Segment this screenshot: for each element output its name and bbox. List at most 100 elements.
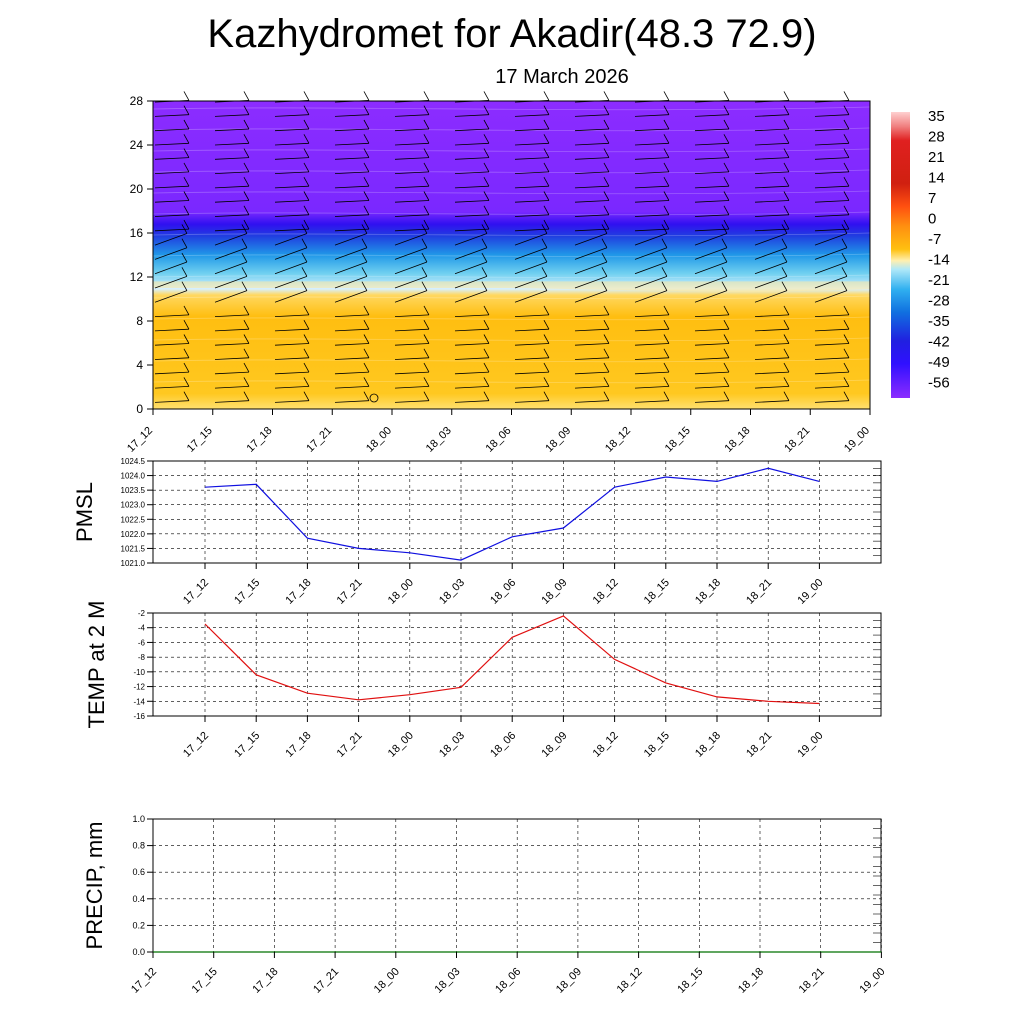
wind-barb-flag bbox=[423, 348, 430, 358]
wind-barb bbox=[574, 228, 609, 232]
wind-barb-flag bbox=[483, 320, 490, 330]
wind-barb-flag bbox=[183, 91, 190, 101]
wind-barb-flag bbox=[303, 134, 310, 144]
wind-barb bbox=[814, 114, 849, 117]
wind-barb-flag bbox=[541, 252, 548, 263]
wind-barb-flag bbox=[603, 105, 610, 115]
wind-barb bbox=[514, 114, 549, 117]
wind-barb-flag bbox=[363, 391, 370, 401]
wind-barb bbox=[394, 343, 429, 346]
wind-barb-flag bbox=[301, 252, 308, 263]
x-tick-label: 18_12 bbox=[591, 730, 621, 760]
x-tick-label: 19_00 bbox=[795, 730, 825, 760]
wind-barb-flag bbox=[303, 177, 310, 187]
wind-barb-flag bbox=[303, 391, 310, 401]
wind-barb-flag bbox=[183, 320, 190, 330]
wind-barb bbox=[814, 400, 849, 403]
x-tick-label: 18_21 bbox=[744, 577, 774, 607]
wind-barb-flag bbox=[721, 281, 728, 291]
wind-barb-flag bbox=[543, 191, 550, 201]
wind-barb-flag bbox=[723, 305, 730, 316]
x-tick-label: 17_12 bbox=[181, 730, 211, 760]
wind-barb bbox=[694, 228, 729, 232]
wind-barb bbox=[754, 114, 789, 117]
wind-barb bbox=[394, 328, 429, 332]
y-tick-label: 4 bbox=[136, 358, 143, 372]
wind-barb bbox=[754, 371, 789, 375]
y-tick-label: -10 bbox=[133, 668, 145, 677]
wind-barb-flag bbox=[483, 348, 490, 358]
wind-barb bbox=[334, 228, 369, 232]
calm-wind-marker bbox=[369, 393, 379, 403]
wind-barb bbox=[394, 200, 429, 203]
wind-barb bbox=[634, 386, 669, 389]
wind-barb bbox=[814, 275, 848, 289]
wind-barb-flag bbox=[303, 219, 310, 230]
wind-barb bbox=[814, 371, 849, 375]
colorbar-label: -7 bbox=[928, 231, 941, 248]
wind-barb-flag bbox=[303, 362, 310, 373]
wind-barb bbox=[214, 400, 249, 403]
wind-barb bbox=[514, 328, 549, 332]
wind-barb bbox=[154, 400, 189, 403]
wind-barb bbox=[514, 371, 549, 375]
wind-barb bbox=[694, 200, 729, 203]
wind-barb-flag bbox=[363, 119, 370, 130]
wind-barb-flag bbox=[243, 348, 250, 358]
wind-barb-flag bbox=[483, 205, 490, 215]
wind-barb-flag bbox=[843, 348, 850, 358]
wind-barb bbox=[574, 275, 608, 289]
wind-barb bbox=[514, 386, 549, 389]
x-tick-label: 17_12 bbox=[181, 577, 211, 607]
wind-barb-flag bbox=[603, 391, 610, 401]
wind-barb bbox=[514, 200, 549, 203]
wind-barb-flag bbox=[783, 377, 790, 387]
y-tick-label: 0 bbox=[136, 402, 143, 416]
wind-barb bbox=[154, 290, 188, 303]
x-tick-label: 17_18 bbox=[283, 577, 313, 607]
wind-barb bbox=[154, 185, 189, 189]
wind-barb bbox=[814, 128, 849, 132]
wind-barb-flag bbox=[843, 305, 850, 316]
wind-barb-flag bbox=[423, 205, 430, 215]
wind-barb-flag bbox=[243, 177, 250, 187]
wind-barb bbox=[814, 214, 849, 217]
wind-barb-flag bbox=[363, 334, 370, 344]
wind-barb bbox=[634, 200, 669, 203]
wind-barb bbox=[754, 200, 789, 203]
wind-barb-flag bbox=[663, 377, 670, 387]
wind-barb bbox=[694, 328, 729, 332]
wind-barb bbox=[154, 328, 189, 332]
x-tick-label: 18_12 bbox=[615, 966, 645, 996]
wind-barb bbox=[334, 185, 369, 189]
wind-barb-flag bbox=[363, 377, 370, 387]
wind-barb-flag bbox=[303, 148, 310, 158]
wind-barb bbox=[334, 114, 369, 117]
wind-barb-flag bbox=[603, 305, 610, 316]
x-tick-label: 18_18 bbox=[693, 577, 723, 607]
wind-barb-flag bbox=[603, 91, 610, 101]
wind-barb bbox=[334, 290, 368, 303]
wind-barb-flag bbox=[663, 91, 670, 101]
y-tick-label: 24 bbox=[130, 138, 144, 152]
wind-barb bbox=[454, 275, 488, 289]
wind-barb-flag bbox=[723, 148, 730, 158]
y-tick-label: 1021.0 bbox=[121, 559, 146, 568]
panel-frame bbox=[152, 460, 882, 564]
wind-barb-flag bbox=[723, 391, 730, 401]
x-tick-label: 18_09 bbox=[539, 577, 569, 607]
wind-barb-flag bbox=[723, 191, 730, 201]
wind-barb-flag bbox=[663, 305, 670, 316]
wind-barb bbox=[334, 233, 368, 246]
wind-barb bbox=[694, 275, 728, 289]
wind-barb-flag bbox=[363, 134, 370, 144]
y-tick-label: 0.6 bbox=[132, 867, 145, 877]
wind-barb bbox=[214, 371, 249, 375]
wind-barb bbox=[154, 128, 189, 132]
wind-barb bbox=[454, 400, 489, 403]
wind-barb-flag bbox=[543, 119, 550, 130]
x-tick-label: 18_21 bbox=[744, 730, 774, 760]
wind-barb-flag bbox=[243, 391, 250, 401]
x-tick-label: 19_00 bbox=[795, 577, 825, 607]
contour-line bbox=[152, 211, 871, 216]
